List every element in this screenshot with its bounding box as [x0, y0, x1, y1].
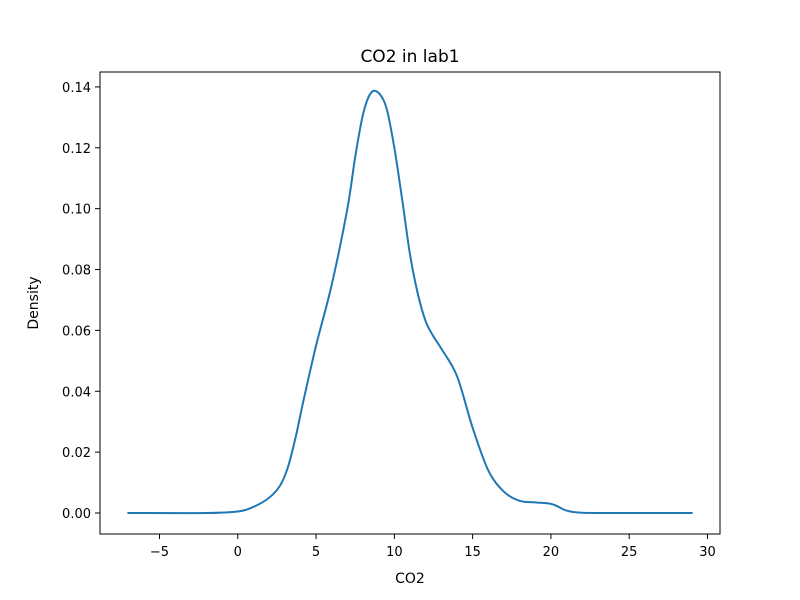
y-tick-label: 0.06 — [62, 324, 91, 339]
y-tick-label: 0.00 — [62, 507, 91, 522]
y-tick-label: 0.02 — [62, 446, 91, 461]
y-axis-ticks: 0.00 0.02 0.04 0.06 0.08 0.10 0.12 0.14 — [62, 81, 100, 522]
x-tick-label: 5 — [312, 545, 320, 560]
x-tick-label: 20 — [543, 545, 560, 560]
x-tick-label: 15 — [464, 545, 481, 560]
y-axis-label: Density — [26, 276, 42, 329]
axes-frame — [99, 71, 721, 535]
y-tick-label: 0.04 — [62, 385, 91, 400]
x-tick-label: 0 — [234, 545, 242, 560]
x-tick-label: 30 — [699, 545, 716, 560]
y-tick-label: 0.10 — [62, 203, 91, 218]
density-curve — [127, 89, 693, 515]
x-axis-ticks: −5 0 5 10 15 20 25 30 — [150, 534, 716, 560]
y-tick-label: 0.08 — [62, 264, 91, 279]
chart-title: CO2 in lab1 — [360, 47, 459, 67]
y-tick-label: 0.12 — [62, 142, 91, 157]
x-tick-label: −5 — [150, 545, 169, 560]
y-tick-label: 0.14 — [62, 81, 91, 96]
x-axis-label: CO2 — [395, 571, 425, 587]
x-tick-label: 25 — [621, 545, 638, 560]
x-tick-label: 10 — [386, 545, 403, 560]
